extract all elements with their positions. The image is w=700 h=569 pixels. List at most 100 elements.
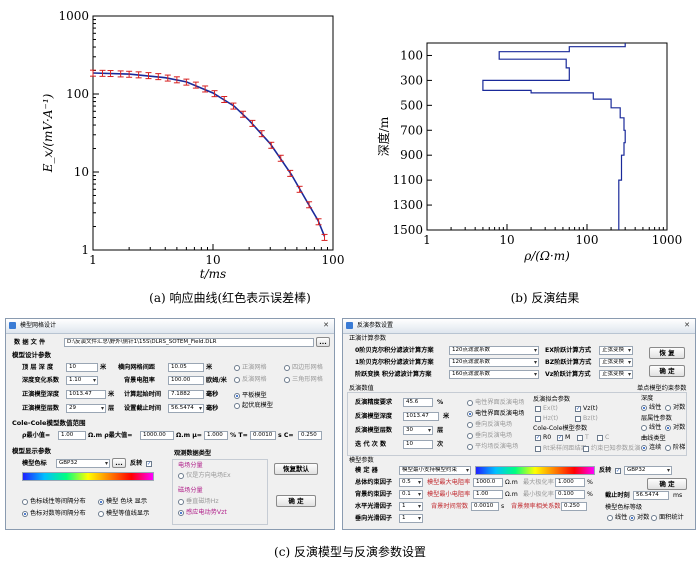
magnetic-hz-radio[interactable] — [178, 499, 184, 505]
iter-input[interactable]: 10 — [403, 440, 433, 449]
curve-step-radio[interactable] — [665, 445, 671, 451]
grid-opt-tri-radio[interactable] — [284, 377, 290, 383]
model-grid-dialog: 模型网格设计 ✕ 数 据 文 件 D:\反演文件汇总\野外\侧针1\15S\DL… — [5, 318, 335, 530]
cmap-select[interactable]: GBP32 — [624, 466, 672, 475]
field-opt-1-radio[interactable] — [467, 411, 473, 417]
rho-min-input[interactable]: 1.00 — [58, 431, 86, 440]
close-icon[interactable]: ✕ — [684, 321, 690, 329]
bz-t-checkbox[interactable] — [575, 416, 581, 422]
field-opt-0-radio[interactable] — [467, 400, 473, 406]
vz-t-checkbox[interactable]: ✓ — [575, 406, 581, 412]
display-contour-radio[interactable] — [98, 511, 104, 517]
bg-time-input[interactable]: 0.0010 — [471, 502, 499, 511]
rho-max-input[interactable]: 1000.00 — [140, 431, 174, 440]
magnetic-vzt-radio[interactable] — [178, 510, 184, 516]
field-opt-3-radio[interactable] — [467, 433, 473, 439]
forward-depth-input[interactable]: 1013.47 — [66, 390, 106, 399]
vert-select[interactable]: 1 — [399, 514, 423, 523]
x-tick-label: 1 — [89, 253, 97, 267]
field-opt-4-radio[interactable] — [467, 444, 473, 450]
inv-depth-unit: 米 — [443, 413, 450, 420]
ex-t-checkbox[interactable] — [535, 406, 541, 412]
colormap-select[interactable]: GBP32 — [56, 459, 110, 468]
inv-layers-select[interactable]: 30 — [403, 426, 433, 435]
row0-select[interactable]: 120点滤波系数 — [449, 346, 539, 355]
color-log-radio[interactable] — [629, 515, 635, 521]
bg-res-input[interactable]: 100.00 — [168, 376, 204, 385]
forward-layers-select[interactable]: 29 — [66, 404, 106, 413]
row1-select[interactable]: 120点滤波系数 — [449, 358, 539, 367]
y-tick-label: 100 — [66, 87, 89, 101]
grid-opt-inverse-radio[interactable] — [234, 377, 240, 383]
layer-res-linear-radio[interactable] — [641, 425, 647, 431]
bg-select[interactable]: 0.1 — [399, 490, 423, 499]
y-tick-label: 1300 — [392, 198, 423, 212]
start-time-input[interactable]: 7.1882 — [168, 390, 204, 399]
color-area-radio[interactable] — [651, 515, 657, 521]
row2-select[interactable]: 160点滤波系数 — [449, 370, 539, 379]
response-curve-chart: 1 10 100 1 10 100 1000 t/ms E_x/(mV·A⁻¹) — [41, 9, 344, 281]
constraint-checkbox[interactable] — [583, 446, 589, 452]
dialog-titlebar: 模型网格设计 ✕ — [6, 319, 334, 334]
ex-select[interactable]: 正弦变换 — [599, 346, 633, 355]
curve-continuous-radio[interactable] — [641, 445, 647, 451]
data-point — [90, 69, 96, 77]
inv-depth-input[interactable]: 1013.47 — [403, 412, 439, 421]
C-input[interactable]: 0.250 — [298, 431, 322, 440]
inv-header: 反演数值 — [349, 385, 374, 392]
grid-opt-forward-radio[interactable] — [234, 365, 240, 371]
T-input[interactable]: 0.0010 — [250, 431, 276, 440]
C-checkbox[interactable] — [597, 435, 603, 441]
depth-linear-radio[interactable] — [641, 405, 647, 411]
colormap-browse-button[interactable]: ... — [112, 458, 126, 468]
ok-button[interactable]: 确 定 — [649, 365, 685, 377]
x-axis-label: ρ/(Ω·m) — [523, 249, 570, 263]
depth-log-radio[interactable] — [665, 405, 671, 411]
rt-checkbox[interactable] — [535, 446, 541, 452]
model-type-undulating-radio[interactable] — [234, 403, 240, 409]
depth-factor-select[interactable]: 1.10 — [66, 376, 98, 385]
close-icon[interactable]: ✕ — [323, 321, 329, 329]
m-checkbox[interactable]: ✓ — [557, 435, 563, 441]
invert-checkbox[interactable]: ✓ — [615, 468, 621, 474]
restore-default-button[interactable]: 恢复默认 — [274, 463, 318, 475]
color-linear-radio[interactable] — [607, 515, 613, 521]
precision-input[interactable]: 45.6 — [403, 398, 433, 407]
mu-input[interactable]: 1.000 — [204, 431, 228, 440]
grid-spacing-input[interactable]: 10.05 — [168, 363, 204, 372]
bg-res-label: 背景电阻率 — [124, 377, 155, 384]
bg-freq-input[interactable]: 0.250 — [561, 502, 587, 511]
min-res-input[interactable]: 1.00 — [473, 490, 503, 499]
electric-radio[interactable] — [178, 473, 184, 479]
layer-res-log-radio[interactable] — [665, 425, 671, 431]
min-pol-input[interactable]: 0.100 — [555, 490, 585, 499]
ok2-button[interactable]: 确 定 — [647, 478, 687, 490]
display-block-radio[interactable] — [98, 499, 104, 505]
browse-button[interactable]: ... — [316, 337, 330, 347]
invert-checkbox[interactable]: ✓ — [146, 461, 152, 467]
hz-t-checkbox[interactable] — [535, 416, 541, 422]
top-depth-input[interactable]: 10 — [66, 363, 98, 372]
horiz-select[interactable]: 1 — [399, 502, 423, 511]
model-header: 模型参数 — [349, 457, 374, 464]
grid-opt-quad-radio[interactable] — [284, 365, 290, 371]
display-log-radio[interactable] — [22, 511, 28, 517]
end-time-input[interactable]: 56.5474 — [633, 491, 669, 500]
ok-button[interactable]: 确 定 — [276, 495, 316, 507]
data-file-path[interactable]: D:\反演文件汇总\野外\侧针1\15S\DLRS_SOTEM_Field.DL… — [64, 338, 314, 347]
restore-button[interactable]: 恢 复 — [649, 347, 685, 359]
max-pol-input[interactable]: 1.000 — [555, 478, 585, 487]
total-select[interactable]: 0.5 — [399, 478, 423, 487]
end-time-select[interactable]: 56.5474 — [168, 404, 204, 413]
data-file-label: 数 据 文 件 — [14, 339, 46, 346]
vz-select[interactable]: 正弦变换 — [599, 370, 633, 379]
field-opt-2-radio[interactable] — [467, 422, 473, 428]
r0-checkbox[interactable]: ✓ — [535, 435, 541, 441]
bz-select[interactable]: 正弦变换 — [599, 358, 633, 367]
max-res-input[interactable]: 1000.0 — [473, 478, 503, 487]
display-linear-radio[interactable] — [22, 499, 28, 505]
T-checkbox[interactable] — [577, 435, 583, 441]
model-type-flat-radio[interactable] — [234, 393, 240, 399]
model-type-select[interactable]: 模型最小支持模型约束 — [399, 466, 471, 475]
forward-depth-label: 正演模型深度 — [22, 391, 60, 398]
